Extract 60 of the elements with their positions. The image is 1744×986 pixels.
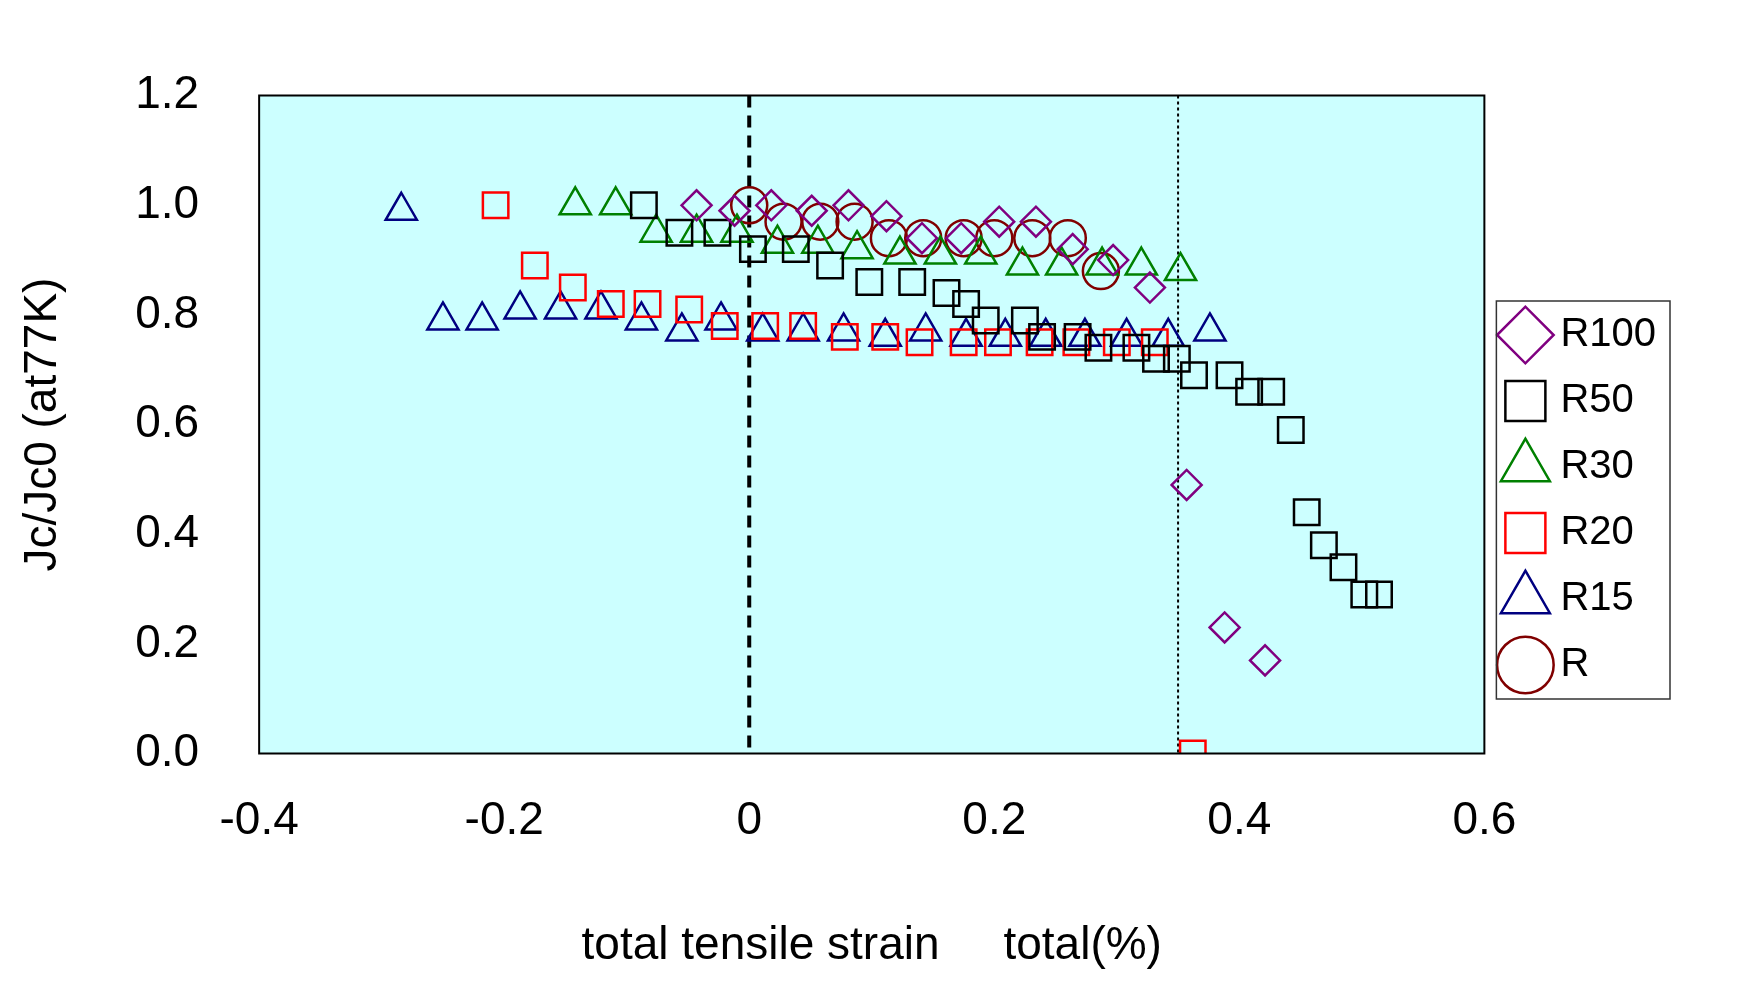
legend-label: R20 — [1560, 508, 1634, 553]
point — [558, 273, 587, 302]
y-tick-label: 0.0 — [135, 724, 200, 777]
point — [1215, 361, 1244, 390]
point — [1329, 553, 1358, 582]
legend-label: R30 — [1560, 442, 1634, 487]
y-tick-label: 0.2 — [135, 614, 200, 667]
point — [949, 328, 978, 357]
point — [1142, 344, 1170, 373]
x-tick-label: -0.2 — [464, 791, 544, 844]
point — [855, 268, 884, 297]
legend-label: R15 — [1560, 574, 1634, 619]
point — [1162, 344, 1191, 373]
legend-label: R100 — [1560, 310, 1656, 355]
point — [1257, 377, 1286, 406]
y-tick-label: 0.8 — [135, 285, 200, 338]
y-axis-title: Jc/Jc0 (at77K) — [14, 277, 67, 572]
point — [1170, 468, 1203, 502]
point — [1235, 377, 1264, 406]
x-tick-label: -0.4 — [219, 791, 299, 844]
x-axis-title: total tensile strain total(%) — [581, 917, 1162, 970]
point — [1309, 531, 1338, 560]
x-tick-label: 0.6 — [1452, 791, 1517, 844]
point — [1350, 580, 1379, 609]
point — [932, 279, 961, 307]
point — [1292, 498, 1321, 527]
point — [1276, 416, 1305, 445]
y-tick-label: 0.4 — [135, 504, 200, 557]
x-tick-label: 0.4 — [1207, 791, 1272, 844]
point — [675, 295, 704, 324]
point — [665, 218, 694, 247]
point — [1180, 361, 1208, 390]
point — [1133, 271, 1167, 304]
y-tick-label: 0.6 — [135, 395, 200, 448]
x-tick-label: 0 — [736, 791, 763, 844]
point — [1122, 333, 1151, 362]
point — [680, 189, 713, 222]
point — [1365, 580, 1393, 609]
legend-label: R — [1560, 640, 1590, 685]
point — [952, 289, 981, 318]
point — [1084, 333, 1113, 362]
y-tick-label: 1.0 — [135, 175, 200, 228]
point — [781, 235, 810, 264]
legend-label: R50 — [1560, 376, 1634, 421]
point — [1248, 644, 1282, 677]
point — [971, 306, 1000, 335]
point — [1208, 611, 1241, 644]
point — [629, 191, 658, 220]
point — [520, 251, 549, 280]
point — [703, 218, 732, 247]
point — [870, 199, 903, 233]
point — [1010, 306, 1039, 335]
point — [1013, 218, 1052, 258]
point — [816, 251, 845, 280]
point — [738, 235, 767, 264]
y-tick-label: 1.2 — [135, 66, 200, 119]
point — [905, 328, 934, 357]
point — [898, 268, 927, 297]
point — [481, 191, 510, 220]
x-tick-label: 0.2 — [962, 791, 1027, 844]
